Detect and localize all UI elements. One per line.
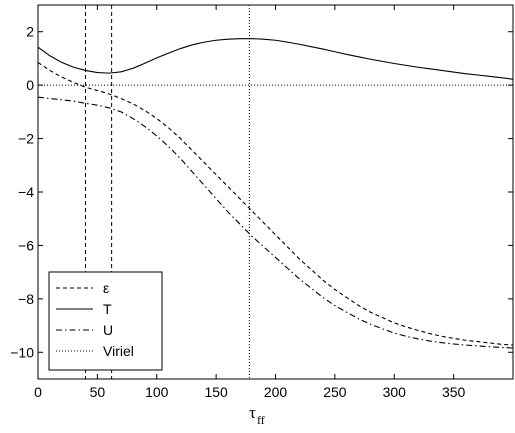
y-tick-label: −4 (18, 184, 34, 200)
x-tick-label: 250 (323, 384, 347, 400)
series-layer (38, 38, 513, 349)
series-line-2 (38, 38, 513, 80)
x-tick-label: 150 (204, 384, 228, 400)
legend-label-3: U (103, 322, 113, 338)
x-tick-label: 300 (383, 384, 407, 400)
x-axis-label-subscript: ff (257, 413, 265, 427)
y-tick-label: −8 (18, 291, 34, 307)
y-tick-label: 0 (26, 77, 34, 93)
x-tick-label: 100 (145, 384, 169, 400)
y-axis: 2 0 −2 −4 −6 −8 −10 (10, 24, 513, 360)
legend-label-2: T (103, 301, 112, 317)
legend-box (48, 271, 163, 371)
y-tick-label: −6 (18, 237, 34, 253)
y-tick-label: −10 (10, 344, 34, 360)
legend-label-4: Viriel (103, 343, 134, 359)
x-tick-label: 350 (442, 384, 466, 400)
series-line-3 (38, 96, 513, 349)
x-axis: 0 50 100 150 200 250 300 350 (34, 5, 466, 400)
legend-label-1: ε (103, 280, 109, 296)
y-tick-label: −2 (18, 131, 34, 147)
x-axis-label: τ ff (249, 403, 265, 427)
x-tick-label: 200 (264, 384, 288, 400)
y-tick-label: 2 (26, 24, 34, 40)
x-axis-label-main: τ (249, 403, 256, 422)
x-tick-label: 0 (34, 384, 42, 400)
legend: εTU Viriel (48, 271, 163, 371)
x-tick-label: 50 (90, 384, 106, 400)
series-line-1 (38, 61, 513, 346)
